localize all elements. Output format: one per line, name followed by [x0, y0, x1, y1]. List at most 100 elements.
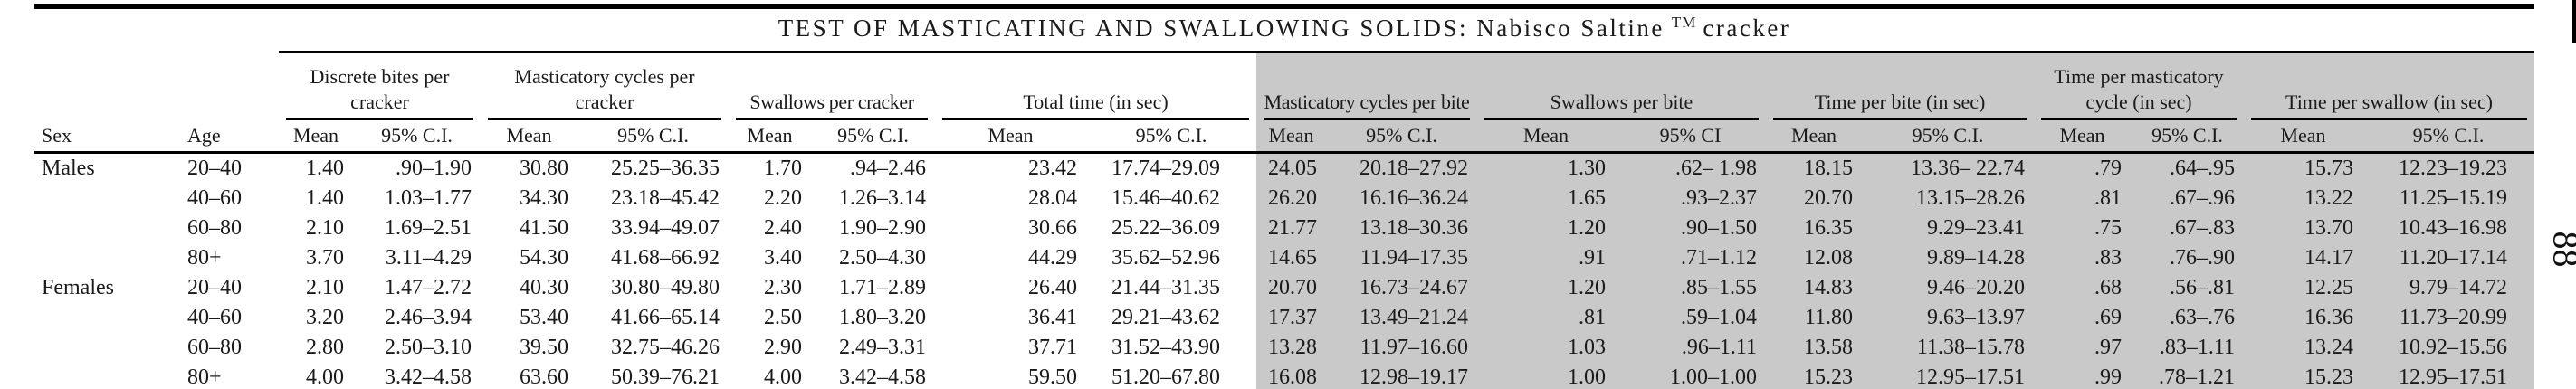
cell: 2.40 — [764, 216, 802, 240]
cell: 30.80–49.80 — [611, 276, 720, 299]
cell: 10.43–16.98 — [2362, 213, 2535, 243]
cell: 30.80 — [520, 157, 568, 180]
table-row-males-40-60: 40–60 1.40 1.03–1.77 34.30 23.18–45.42 2… — [34, 184, 2535, 213]
cell: 13.18–30.36 — [1326, 213, 1477, 243]
mean-header: Mean — [481, 120, 577, 154]
cell: 54.30 — [520, 246, 568, 270]
cell: 63.60 — [481, 363, 577, 389]
cell: .83–1.11 — [2131, 333, 2244, 363]
cell: 9.89–14.28 — [1862, 243, 2034, 273]
cell: 39.50 — [520, 336, 568, 359]
table-row-males-20-40: Males 20–40 1.40 .90–1.90 30.80 25.25–36… — [34, 152, 2535, 184]
cell: 12.25 — [2244, 273, 2362, 303]
cell: 20.70 — [1256, 273, 1326, 303]
cell: 16.16–36.24 — [1326, 184, 1477, 213]
table-container: TEST OF MASTICATING AND SWALLOWING SOLID… — [34, 4, 2535, 389]
ci-header: 95% C.I. — [1086, 120, 1256, 154]
cell: 3.70 — [306, 246, 344, 270]
cell: 1.47–2.72 — [385, 276, 472, 299]
cell: .83 — [2034, 243, 2131, 273]
cell: 13.36– 22.74 — [1862, 152, 2034, 184]
cell: 13.15–28.26 — [1862, 184, 2034, 213]
cell: 9.79–14.72 — [2362, 273, 2535, 303]
age-cell: 60–80 — [187, 336, 242, 359]
cell: .97 — [2034, 333, 2131, 363]
cell: 12.98–19.17 — [1326, 363, 1477, 389]
mean-header: Mean — [729, 120, 811, 154]
cell: 3.20 — [306, 306, 344, 329]
cell: .94–2.46 — [850, 157, 926, 180]
cell: 12.95–17.51 — [2362, 363, 2535, 389]
ci-header: 95% C.I. — [2362, 120, 2535, 154]
table-row-males-60-80: 60–80 2.10 1.69–2.51 41.50 33.94–49.07 2… — [34, 213, 2535, 243]
cell: 14.65 — [1256, 243, 1326, 273]
cell: 32.75–46.26 — [611, 336, 720, 359]
cell: 31.52–43.90 — [1111, 336, 1220, 359]
ci-header: 95% C.I. — [811, 120, 935, 154]
cell: 11.38–15.78 — [1862, 333, 2034, 363]
cell: 1.03 — [1477, 333, 1615, 363]
mean-header: Mean — [2034, 120, 2131, 154]
table-title-cell: TEST OF MASTICATING AND SWALLOWING SOLID… — [34, 6, 2534, 47]
cell: 12.08 — [1766, 243, 1862, 273]
cell: .64–.95 — [2131, 152, 2244, 184]
cell: 9.63–13.97 — [1862, 303, 2034, 333]
cell: 16.36 — [2244, 303, 2362, 333]
cell: 28.04 — [1028, 186, 1077, 210]
cell: 13.58 — [1766, 333, 1862, 363]
cell: .71–1.12 — [1615, 243, 1766, 273]
cell: .76–.90 — [2131, 243, 2244, 273]
cell: 24.05 — [1256, 152, 1326, 184]
cell: 1.80–3.20 — [839, 306, 926, 329]
table-row-females-80plus: 80+ 4.00 3.42–4.58 63.60 50.39–76.21 4.0… — [34, 363, 2535, 389]
group-label: Time per swallow (in sec) — [2251, 90, 2528, 120]
sex-cell — [34, 333, 166, 363]
cell: 34.30 — [520, 186, 568, 210]
cell: 15.46–40.62 — [1111, 186, 1220, 210]
cell: 1.03–1.77 — [385, 186, 472, 210]
title-underline-rule — [279, 47, 2535, 53]
cell: 2.10 — [306, 276, 344, 299]
cell: 1.20 — [1477, 213, 1615, 243]
age-cell: 20–40 — [187, 276, 242, 299]
cell: 26.40 — [1028, 276, 1077, 299]
mean-header: Mean — [1477, 120, 1615, 154]
cell: 1.00–1.00 — [1615, 363, 1766, 389]
cell: 1.71–2.89 — [839, 276, 926, 299]
cell: 1.65 — [1477, 184, 1615, 213]
cell: 11.97–16.60 — [1326, 333, 1477, 363]
cell: 2.90 — [764, 336, 802, 359]
age-cell: 20–40 — [187, 157, 242, 180]
sex-cell — [34, 243, 166, 273]
group-label: Masticatory cycles per cracker — [488, 64, 721, 120]
cell: .78–1.21 — [2131, 363, 2244, 389]
sex-cell — [34, 184, 166, 213]
cell: .81 — [1477, 303, 1615, 333]
cell: 13.24 — [2244, 333, 2362, 363]
cell: .90–1.50 — [1615, 213, 1766, 243]
ci-header: 95% CI — [1615, 120, 1766, 154]
cell: 13.28 — [1256, 333, 1326, 363]
cell: 2.50–4.30 — [839, 246, 926, 270]
cell: 10.92–15.56 — [2362, 333, 2535, 363]
cell: 4.00 — [729, 363, 811, 389]
ci-header: 95% C.I. — [1862, 120, 2034, 154]
ci-header: 95% C.I. — [2131, 120, 2244, 154]
group-time-per-bite: Time per bite (in sec) — [1766, 52, 2034, 120]
age-cell: 60–80 — [187, 216, 242, 240]
group-time-per-swallow: Time per swallow (in sec) — [2244, 52, 2535, 120]
cell: .75 — [2034, 213, 2131, 243]
sex-cell — [34, 363, 166, 389]
cell: 11.20–17.14 — [2362, 243, 2535, 273]
cell: 2.50 — [764, 306, 802, 329]
cell: 16.73–24.67 — [1326, 273, 1477, 303]
cell: 15.73 — [2244, 152, 2362, 184]
cell: 53.40 — [520, 306, 568, 329]
cell: .91 — [1477, 243, 1615, 273]
group-label: Swallows per cracker — [736, 90, 928, 120]
table-row-females-60-80: 60–80 2.80 2.50–3.10 39.50 32.75–46.26 2… — [34, 333, 2535, 363]
group-label: Swallows per bite — [1484, 90, 1759, 120]
cell: 2.10 — [306, 216, 344, 240]
group-label: Total time (in sec) — [942, 90, 1249, 120]
cell: 2.46–3.94 — [385, 306, 472, 329]
